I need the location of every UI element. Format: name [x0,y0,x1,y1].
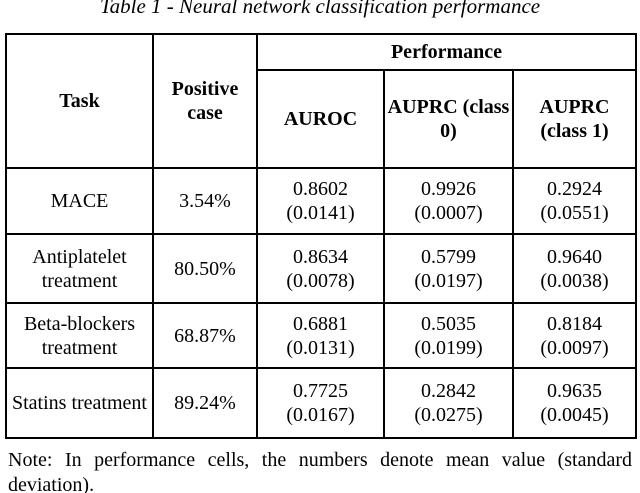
positive-case-cell: 68.87% [152,302,258,369]
mean-value: 0.2924 [547,178,602,200]
std-value: (0.0197) [414,269,483,292]
std-value: (0.0038) [540,269,609,292]
mean-value: 0.8602 [293,178,348,200]
mean-value: 0.9926 [421,178,476,200]
auprc-class1-cell: 0.2924 (0.0551) [512,167,637,235]
auprc-class0-cell: 0.2842 (0.0275) [383,367,514,439]
col-header-positive-case: Positive case [152,33,258,169]
mean-value: 0.9635 [547,380,602,402]
mean-value: 0.5799 [421,245,476,268]
table-row: Statins treatment 89.24% 0.7725 (0.0167)… [5,367,637,439]
auprc-class0-cell: 0.5035 (0.0199) [383,302,514,369]
table-note: Note: In performance cells, the numbers … [8,449,632,493]
auprc-class1-cell: 0.9635 (0.0045) [512,367,637,439]
auroc-cell: 0.8602 (0.0141) [256,167,385,235]
auroc-cell: 0.8634 (0.0078) [256,233,385,304]
std-value: (0.0199) [414,336,483,359]
col-header-auprc-class0: AUPRC (class 0) [383,69,514,169]
mean-value: 0.6881 [293,312,348,335]
std-value: (0.0007) [414,202,483,224]
positive-case-cell: 80.50% [152,233,258,304]
auroc-cell: 0.6881 (0.0131) [256,302,385,369]
table-row: MACE 3.54% 0.8602 (0.0141) 0.9926 (0.000… [5,167,637,235]
mean-value: 0.9640 [547,245,602,268]
col-header-auroc: AUROC [256,69,385,169]
std-value: (0.0167) [286,404,355,426]
mean-value: 0.5035 [421,312,476,335]
std-value: (0.0141) [286,202,355,224]
mean-value: 0.8634 [293,245,348,268]
std-value: (0.0045) [540,404,609,426]
auprc-class1-cell: 0.9640 (0.0038) [512,233,637,304]
header-row-sub: AUROC AUPRC (class 0) AUPRC (class 1) [6,69,637,169]
std-value: (0.0097) [540,336,609,359]
task-cell: MACE [5,167,154,235]
task-cell: Antiplatelet treatment [5,233,154,304]
auprc-class0-cell: 0.5799 (0.0197) [383,233,514,304]
mean-value: 0.8184 [547,312,602,335]
std-value: (0.0551) [540,202,609,224]
auroc-cell: 0.7725 (0.0167) [256,367,385,439]
std-value: (0.0078) [286,269,355,292]
table-row: Antiplatelet treatment 80.50% 0.8634 (0.… [5,233,637,304]
mean-value: 0.2842 [421,380,476,402]
task-cell: Beta-blockers treatment [5,302,154,369]
mean-value: 0.7725 [293,380,348,402]
auprc-class0-cell: 0.9926 (0.0007) [383,167,514,235]
positive-case-cell: 89.24% [152,367,258,439]
table-row: Beta-blockers treatment 68.87% 0.6881 (0… [5,302,637,369]
table-caption: Table 1 - Neural network classification … [99,0,541,18]
positive-case-cell: 3.54% [152,167,258,235]
performance-table: Task Positive case Performance AUROC AUP… [5,33,637,439]
col-header-performance: Performance [256,33,637,71]
std-value: (0.0131) [286,336,355,359]
col-header-auprc-class1: AUPRC (class 1) [512,69,637,169]
task-cell: Statins treatment [5,367,154,439]
auprc-class1-cell: 0.8184 (0.0097) [512,302,637,369]
col-header-task: Task [5,33,154,169]
header-row-top: Task Positive case Performance [5,33,637,169]
std-value: (0.0275) [414,404,483,426]
